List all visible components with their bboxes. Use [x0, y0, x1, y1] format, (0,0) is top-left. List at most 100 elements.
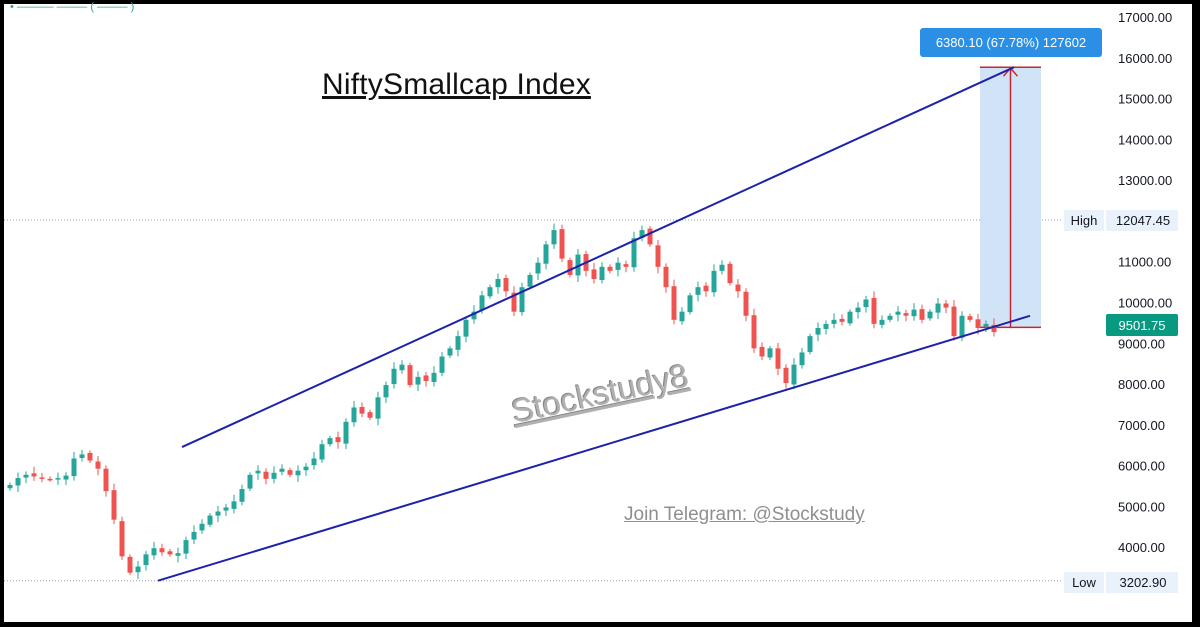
- candle-body: [871, 297, 877, 324]
- y-tick-label: 11000.00: [1118, 255, 1171, 270]
- candle-body: [639, 230, 645, 238]
- candle-body: [183, 540, 189, 554]
- low-value-box: [1106, 572, 1178, 593]
- candle-body: [223, 507, 229, 511]
- last-price-value: 9501.75: [1119, 318, 1166, 333]
- candle-body: [911, 309, 917, 317]
- candle: [535, 257, 541, 281]
- candle: [815, 322, 821, 342]
- candle-body: [103, 468, 109, 492]
- candle-body: [31, 473, 37, 477]
- candle-body: [535, 262, 541, 274]
- candle: [167, 548, 173, 557]
- high-label-box: [1064, 210, 1104, 231]
- candle-body: [671, 286, 677, 320]
- candle: [255, 465, 261, 480]
- candle: [903, 309, 909, 322]
- candle-body: [175, 553, 181, 556]
- candle-body: [823, 323, 829, 329]
- measure-badge: 6380.10 (67.78%) 127602: [920, 28, 1102, 57]
- candle-body: [63, 475, 69, 480]
- candle-body: [71, 458, 77, 477]
- candle-body: [311, 458, 317, 466]
- candle: [767, 345, 773, 360]
- candle: [519, 282, 525, 316]
- candles-layer: [7, 223, 997, 579]
- candle-body: [239, 489, 245, 502]
- candle-body: [847, 311, 853, 324]
- candle-body: [895, 311, 901, 315]
- candle-body: [383, 385, 389, 398]
- candle-body: [719, 264, 725, 271]
- candle: [447, 345, 453, 358]
- candle: [23, 471, 29, 484]
- candle-body: [479, 295, 485, 311]
- candle-body: [679, 311, 685, 322]
- candle-body: [919, 309, 925, 320]
- candle-body: [615, 262, 621, 270]
- candle: [143, 550, 149, 571]
- candle-body: [487, 287, 493, 297]
- candle: [895, 306, 901, 322]
- telegram-link[interactable]: Join Telegram: @Stockstudy: [624, 504, 865, 525]
- candle-body: [527, 274, 533, 287]
- candle: [439, 352, 445, 377]
- candle: [783, 364, 789, 389]
- candle-body: [863, 299, 869, 308]
- channel-lower-line: [157, 314, 1031, 582]
- candle: [927, 309, 933, 321]
- candle-body: [7, 484, 13, 489]
- candle-body: [967, 316, 973, 320]
- candle: [623, 260, 629, 273]
- candle: [31, 466, 37, 481]
- candle-body: [551, 230, 557, 245]
- candle: [271, 466, 277, 484]
- candle: [871, 291, 877, 329]
- candle-body: [407, 365, 413, 386]
- candle-body: [543, 244, 549, 264]
- candle-body: [927, 311, 933, 319]
- candle-body: [631, 238, 637, 268]
- candle: [279, 464, 285, 476]
- candle-body: [471, 311, 477, 320]
- candle-body: [983, 323, 989, 327]
- candle-body: [887, 315, 893, 320]
- candle-body: [695, 287, 701, 295]
- y-tick-label: 5000.00: [1118, 499, 1165, 514]
- candle: [607, 264, 613, 274]
- candle-body: [495, 279, 501, 288]
- candle: [863, 295, 869, 313]
- candle-body: [783, 367, 789, 384]
- y-tick-label: 8000.00: [1118, 377, 1165, 392]
- candle: [943, 300, 949, 314]
- candle-body: [263, 471, 269, 479]
- candle: [879, 315, 885, 329]
- candle-body: [839, 318, 845, 322]
- candle: [967, 313, 973, 323]
- candle-body: [647, 228, 653, 245]
- candle: [71, 451, 77, 481]
- candle-body: [191, 531, 197, 540]
- low-label-box: [1064, 572, 1104, 593]
- price-axis: 3000.004000.005000.006000.007000.008000.…: [1118, 10, 1172, 596]
- candle: [87, 450, 93, 463]
- candle-body: [623, 264, 629, 267]
- candle: [383, 381, 389, 403]
- candle: [847, 309, 853, 326]
- candle-body: [663, 266, 669, 288]
- candle-body: [791, 364, 797, 385]
- candle-body: [815, 327, 821, 335]
- candle-body: [151, 548, 157, 556]
- candle-body: [831, 319, 837, 324]
- candle-body: [111, 490, 117, 520]
- candle-body: [687, 295, 693, 313]
- candle: [295, 465, 301, 482]
- candle-body: [591, 269, 597, 280]
- last-price-badge: [1106, 314, 1178, 336]
- candle: [111, 483, 117, 525]
- candle: [415, 371, 421, 392]
- price-tags: High 12047.45 Low 3202.90 9501.75: [1064, 210, 1178, 593]
- candle: [159, 543, 165, 556]
